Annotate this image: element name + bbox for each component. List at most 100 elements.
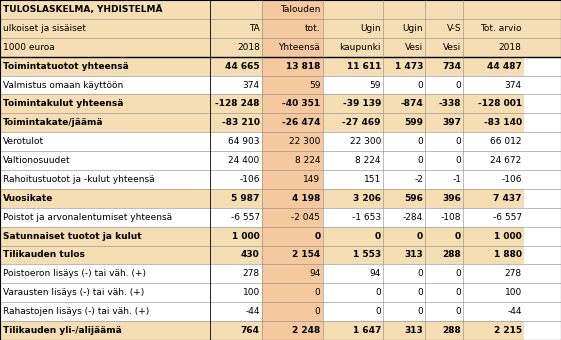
Bar [323, 321, 383, 340]
Bar [323, 75, 383, 95]
Bar [425, 170, 463, 189]
Text: 288: 288 [443, 326, 461, 335]
Bar [383, 208, 425, 227]
Text: 0: 0 [417, 137, 423, 146]
Text: 1 880: 1 880 [494, 251, 522, 259]
Bar [425, 265, 463, 283]
Bar [425, 132, 463, 151]
Text: 24 400: 24 400 [228, 156, 260, 165]
Text: 278: 278 [242, 269, 260, 278]
Text: 0: 0 [456, 269, 461, 278]
Bar [463, 302, 524, 321]
Text: Satunnaiset tuotot ja kulut: Satunnaiset tuotot ja kulut [3, 232, 141, 241]
Text: -106: -106 [239, 175, 260, 184]
Bar [323, 170, 383, 189]
Text: -83 210: -83 210 [222, 118, 260, 127]
Text: ulkoiset ja sisäiset: ulkoiset ja sisäiset [3, 24, 86, 33]
Bar [210, 151, 262, 170]
Text: 0: 0 [417, 307, 423, 316]
Bar [323, 113, 383, 132]
Bar [463, 170, 524, 189]
Bar [210, 75, 262, 95]
Bar [0, 245, 210, 265]
Bar [463, 132, 524, 151]
Bar [425, 151, 463, 170]
Bar [323, 302, 383, 321]
Bar [383, 227, 425, 245]
Bar [210, 283, 262, 302]
Bar [425, 245, 463, 265]
Bar [0, 227, 210, 245]
Text: -106: -106 [501, 175, 522, 184]
Bar [0, 151, 210, 170]
Bar [383, 283, 425, 302]
Bar [463, 227, 524, 245]
Text: 22 300: 22 300 [350, 137, 381, 146]
Bar [383, 113, 425, 132]
Bar [0, 189, 210, 208]
Bar [425, 321, 463, 340]
Bar [463, 57, 524, 75]
Text: 24 672: 24 672 [490, 156, 522, 165]
Bar [210, 132, 262, 151]
Text: 0: 0 [456, 156, 461, 165]
Text: -6 557: -6 557 [493, 213, 522, 222]
Bar [262, 208, 323, 227]
Text: -2: -2 [414, 175, 423, 184]
Text: 288: 288 [443, 251, 461, 259]
Bar [425, 189, 463, 208]
Text: Tilikauden tulos: Tilikauden tulos [3, 251, 85, 259]
Text: 2 215: 2 215 [494, 326, 522, 335]
Text: Poistoeron lisäys (-) tai väh. (+): Poistoeron lisäys (-) tai väh. (+) [3, 269, 146, 278]
Bar [0, 302, 210, 321]
Text: -6 557: -6 557 [231, 213, 260, 222]
Bar [0, 321, 210, 340]
Text: 0: 0 [417, 269, 423, 278]
Text: Toimintakate/jäämä: Toimintakate/jäämä [3, 118, 103, 127]
Text: -83 140: -83 140 [484, 118, 522, 127]
Text: 1 553: 1 553 [353, 251, 381, 259]
Text: -128 248: -128 248 [215, 99, 260, 108]
Bar [463, 75, 524, 95]
Bar [383, 170, 425, 189]
Bar [210, 227, 262, 245]
Text: -1: -1 [452, 175, 461, 184]
Text: Tilikauden yli-/alijäämä: Tilikauden yli-/alijäämä [3, 326, 122, 335]
Bar [262, 227, 323, 245]
Bar [463, 95, 524, 113]
Text: 100: 100 [504, 288, 522, 297]
Bar [323, 151, 383, 170]
Bar [425, 57, 463, 75]
Text: 0: 0 [417, 288, 423, 297]
Text: -40 351: -40 351 [282, 99, 320, 108]
Bar [0, 132, 210, 151]
Bar [425, 227, 463, 245]
Text: 22 300: 22 300 [289, 137, 320, 146]
Bar [210, 245, 262, 265]
Text: 0: 0 [456, 81, 461, 89]
Bar [425, 283, 463, 302]
Bar [323, 208, 383, 227]
Text: Ugin: Ugin [402, 24, 423, 33]
Bar [210, 95, 262, 113]
Bar [463, 151, 524, 170]
Text: 0: 0 [315, 307, 320, 316]
Text: 1 000: 1 000 [232, 232, 260, 241]
Text: -2 045: -2 045 [292, 213, 320, 222]
Bar [463, 189, 524, 208]
Text: 599: 599 [404, 118, 423, 127]
Bar [0, 265, 210, 283]
Bar [323, 132, 383, 151]
Text: 0: 0 [456, 307, 461, 316]
Bar [210, 208, 262, 227]
Text: Talouden: Talouden [280, 5, 320, 14]
Bar [262, 113, 323, 132]
Text: 8 224: 8 224 [356, 156, 381, 165]
Text: 278: 278 [504, 269, 522, 278]
Text: 151: 151 [364, 175, 381, 184]
Text: Vuosikate: Vuosikate [3, 194, 53, 203]
Bar [262, 170, 323, 189]
Text: 4 198: 4 198 [292, 194, 320, 203]
Bar [425, 95, 463, 113]
Text: 44 487: 44 487 [487, 62, 522, 71]
